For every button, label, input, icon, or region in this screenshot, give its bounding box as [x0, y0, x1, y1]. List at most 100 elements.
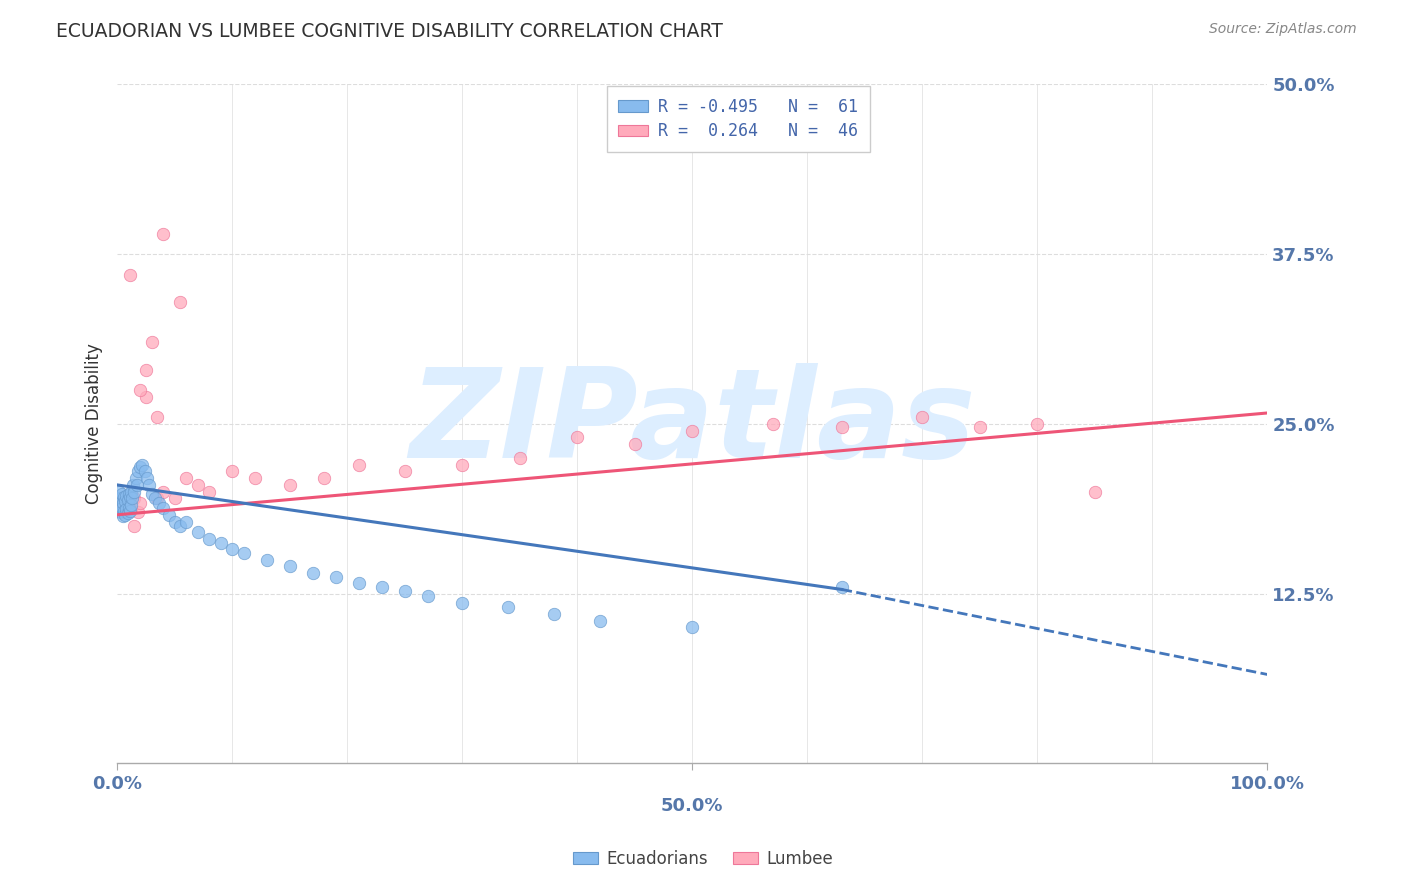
- Point: [278, 559, 301, 574]
- Point: [146, 410, 169, 425]
- Point: [118, 494, 141, 508]
- Point: [117, 507, 139, 521]
- Point: [117, 492, 139, 507]
- Point: [136, 471, 159, 485]
- Point: [120, 498, 142, 512]
- Point: [114, 494, 136, 508]
- Point: [124, 484, 146, 499]
- Point: [138, 478, 160, 492]
- Point: [124, 491, 146, 506]
- Point: [451, 596, 474, 610]
- Point: [118, 504, 141, 518]
- Point: [831, 580, 853, 594]
- Point: [152, 227, 174, 241]
- Point: [118, 501, 141, 516]
- Point: [169, 294, 191, 309]
- Point: [117, 500, 139, 514]
- Point: [115, 502, 138, 516]
- Text: ECUADORIAN VS LUMBEE COGNITIVE DISABILITY CORRELATION CHART: ECUADORIAN VS LUMBEE COGNITIVE DISABILIT…: [56, 22, 723, 41]
- Point: [121, 491, 143, 506]
- Point: [148, 495, 170, 509]
- Point: [1084, 484, 1107, 499]
- Point: [129, 495, 152, 509]
- Point: [110, 491, 132, 506]
- Point: [112, 504, 135, 518]
- Point: [129, 383, 152, 397]
- Point: [122, 478, 145, 492]
- Point: [831, 419, 853, 434]
- Point: [762, 417, 785, 431]
- Text: Source: ZipAtlas.com: Source: ZipAtlas.com: [1209, 22, 1357, 37]
- Point: [134, 464, 156, 478]
- Point: [115, 497, 138, 511]
- Point: [114, 504, 136, 518]
- Point: [114, 508, 136, 522]
- Point: [221, 541, 243, 556]
- Point: [120, 502, 142, 516]
- Point: [127, 505, 149, 519]
- Point: [416, 589, 439, 603]
- Point: [120, 484, 142, 499]
- Point: [969, 419, 991, 434]
- Point: [152, 484, 174, 499]
- Point: [187, 525, 209, 540]
- Point: [198, 484, 221, 499]
- Point: [509, 450, 531, 465]
- Legend: Ecuadorians, Lumbee: Ecuadorians, Lumbee: [567, 844, 839, 875]
- Point: [623, 437, 645, 451]
- Point: [141, 335, 163, 350]
- Point: [111, 509, 134, 524]
- Point: [135, 362, 157, 376]
- Point: [108, 491, 131, 506]
- Point: [107, 498, 129, 512]
- Point: [125, 478, 148, 492]
- Point: [221, 464, 243, 478]
- Point: [589, 614, 612, 628]
- Point: [118, 268, 141, 282]
- Point: [111, 501, 134, 516]
- Point: [146, 491, 169, 506]
- Point: [174, 515, 197, 529]
- Point: [108, 484, 131, 499]
- Point: [111, 501, 134, 516]
- Text: 50.0%: 50.0%: [661, 797, 724, 814]
- Legend: R = -0.495   N =  61, R =  0.264   N =  46: R = -0.495 N = 61, R = 0.264 N = 46: [606, 86, 870, 152]
- Point: [209, 536, 232, 550]
- Point: [347, 575, 370, 590]
- Point: [301, 566, 323, 581]
- Point: [256, 552, 278, 566]
- Point: [394, 583, 416, 598]
- Point: [112, 490, 135, 504]
- Point: [111, 495, 134, 509]
- Y-axis label: Cognitive Disability: Cognitive Disability: [86, 343, 103, 504]
- Point: [198, 533, 221, 547]
- Point: [347, 458, 370, 472]
- Point: [232, 546, 254, 560]
- Point: [451, 458, 474, 472]
- Point: [187, 478, 209, 492]
- Point: [157, 508, 180, 522]
- Text: ZIPatlas: ZIPatlas: [409, 363, 976, 484]
- Point: [169, 518, 191, 533]
- Point: [174, 471, 197, 485]
- Point: [124, 518, 146, 533]
- Point: [394, 464, 416, 478]
- Point: [135, 390, 157, 404]
- Point: [278, 478, 301, 492]
- Point: [314, 471, 336, 485]
- Point: [543, 607, 565, 621]
- Point: [115, 489, 138, 503]
- Point: [496, 600, 519, 615]
- Point: [141, 487, 163, 501]
- Point: [163, 515, 186, 529]
- Point: [681, 620, 703, 634]
- Point: [131, 458, 153, 472]
- Point: [245, 471, 267, 485]
- Point: [911, 410, 934, 425]
- Point: [129, 460, 152, 475]
- Point: [163, 491, 186, 506]
- Point: [110, 505, 132, 519]
- Point: [110, 505, 132, 519]
- Point: [118, 490, 141, 504]
- Point: [567, 430, 589, 444]
